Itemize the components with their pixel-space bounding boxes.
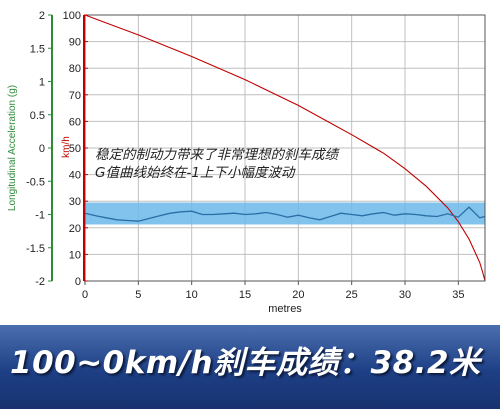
x-tick-label: 35	[452, 289, 464, 301]
chart-annotation: 稳定的制动力带来了非常理想的刹车成绩 G值曲线始终在-1上下小幅度波动	[95, 146, 338, 182]
speed-tick-label: 80	[69, 63, 81, 75]
series-line-speed	[84, 14, 486, 282]
left-tick-label: -0.5	[26, 176, 45, 188]
g-band-highlight	[85, 202, 485, 225]
x-tick-label: 20	[292, 289, 304, 301]
speed-tick-label: 70	[69, 90, 81, 102]
left-tick-label: -2	[35, 276, 45, 288]
braking-chart: 2 1.5 1 0.5 0 -0.5 -1 -1.5 -2 Longitudinal Accele…	[7, 10, 486, 315]
speed-tick-label: 10	[69, 249, 81, 261]
left-tick-label: 1.5	[30, 43, 45, 55]
left-tick-label: 0	[39, 143, 45, 155]
x-axis-label: metres	[268, 303, 302, 315]
annotation-line-1: 稳定的制动力带来了非常理想的刹车成绩	[95, 147, 338, 163]
left-tick-label: -1.5	[26, 243, 45, 255]
left-tick-label: 2	[39, 10, 45, 22]
speed-tick-label: 90	[69, 37, 81, 49]
x-tick-label: 0	[82, 289, 88, 301]
speed-tick-label: 0	[75, 276, 81, 288]
left-tick-label: 0.5	[30, 110, 45, 122]
result-banner: 100~0km/h刹车成绩：38.2米	[0, 325, 500, 409]
annotation-line-2: G值曲线始终在-1上下小幅度波动	[95, 165, 295, 181]
left-tick-label: -1	[35, 210, 45, 222]
speed-axis-label: km/h	[61, 136, 72, 158]
left-tick-label: 1	[39, 77, 45, 89]
x-tick-label: 5	[135, 289, 141, 301]
x-tick-label: 10	[186, 289, 198, 301]
speed-tick-label: 100	[63, 10, 81, 22]
speed-tick-label: 40	[69, 170, 81, 182]
speed-tick-label: 50	[69, 143, 81, 155]
x-tick-label: 30	[399, 289, 411, 301]
speed-tick-label: 30	[69, 196, 81, 208]
speed-tick-label: 20	[69, 223, 81, 235]
left-axis-label: Longitudinal Acceleration (g)	[7, 85, 18, 211]
series-line-acceleration	[84, 206, 486, 222]
x-tick-label: 15	[239, 289, 251, 301]
braking-distance-headline: 100~0km/h刹车成绩：38.2米	[10, 345, 481, 381]
x-tick-label: 25	[346, 289, 358, 301]
speed-tick-label: 60	[69, 116, 81, 128]
